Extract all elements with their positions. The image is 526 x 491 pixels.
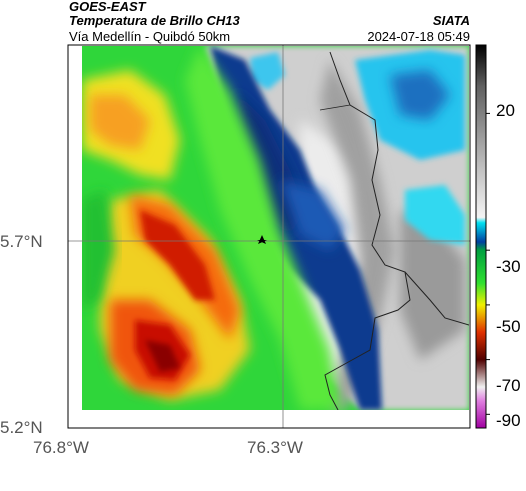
plot-frame: [67, 44, 471, 429]
colorbar-tick-label: -50: [496, 317, 521, 336]
location-marker: [257, 235, 267, 244]
institution-label: SIATA: [432, 13, 470, 28]
colorbar-ticks: [486, 112, 490, 415]
colorbar-tick-label: -30: [496, 257, 521, 276]
colorbar: [475, 44, 487, 429]
lon-label-76-3: 76.3°W: [247, 438, 303, 457]
satellite-name: GOES-EAST: [69, 0, 146, 14]
region-subtitle: Vía Medellín - Quibdó 50km: [69, 29, 231, 44]
lat-label-5-2: 5.2°N: [0, 418, 43, 437]
brightness-temperature-field: [82, 46, 469, 410]
borders: [319, 51, 469, 410]
colorbar-tick-label: -70: [496, 376, 521, 395]
product-title: Temperatura de Brillo CH13: [69, 13, 240, 28]
colorbar-tick-label: -90: [496, 411, 521, 430]
timestamp: 2024-07-18 05:49: [367, 29, 470, 44]
colorbar-tick-label: 20: [496, 101, 515, 120]
lat-label-5-7: 5.7°N: [0, 232, 43, 251]
lon-label-76-8: 76.8°W: [33, 438, 89, 457]
